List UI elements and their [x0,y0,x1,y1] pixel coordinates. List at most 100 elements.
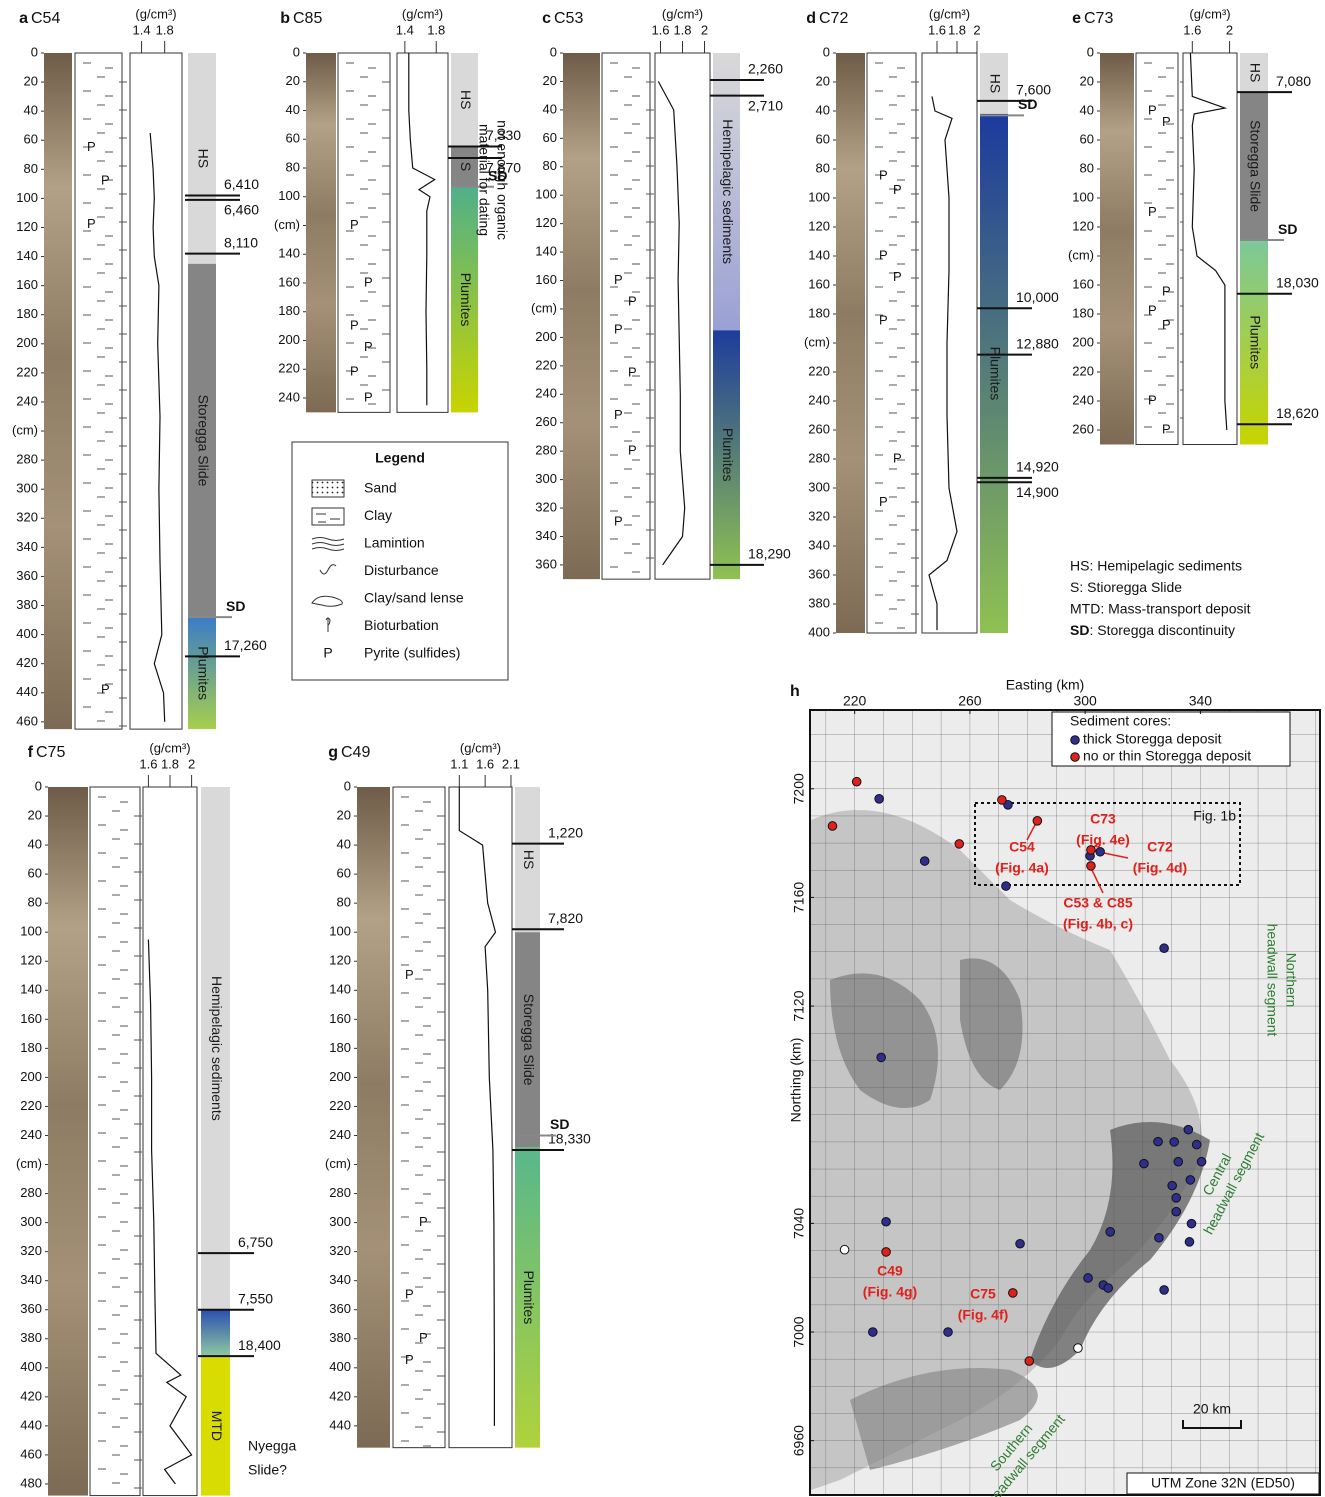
pyrite-mark: P [893,450,902,465]
depth-tick-label: 100 [16,190,38,205]
depth-tick-label: 320 [16,510,38,525]
abbr-key: S [1070,579,1079,595]
age-label: 18,030 [1276,274,1319,290]
density-tick-label: 2 [701,22,708,37]
depth-tick-label: 0 [344,778,351,793]
density-tick-label: 2 [188,756,195,771]
site-annotation: C73 [1090,811,1116,827]
depth-tick-label: 160 [535,272,557,287]
depth-tick-label: 40 [543,101,557,116]
core-name: C53 [554,10,583,27]
core-site [869,1328,878,1337]
site-annotation: (Fig. 4a) [995,860,1049,876]
core-photo [1100,53,1134,445]
age-label: 17,260 [224,637,267,653]
pyrite-mark: P [614,514,623,529]
core-site [1184,1125,1193,1134]
depth-tick-label: 60 [24,132,38,147]
pyrite-mark: P [405,1352,414,1367]
pyrite-mark: P [1148,102,1157,117]
density-tick-label: 2.1 [502,756,520,771]
pyrite-mark: P [101,172,110,187]
core-site [1087,862,1096,871]
depth-tick-label: 120 [1072,218,1094,233]
depth-tick-label: 160 [16,277,38,292]
density-tick-label: 1.8 [427,22,445,37]
x-tick-label: 220 [843,693,867,709]
density-unit: (g/cm³) [460,740,501,755]
depth-tick-label: 160 [329,1011,351,1026]
depth-tick-label: 340 [16,539,38,554]
site-annotation: C72 [1147,839,1173,855]
core-site [1033,817,1042,826]
depth-tick-label: 280 [20,1185,42,1200]
y-axis-title: Northing (km) [788,1038,804,1123]
depth-tick-label: 200 [278,332,300,347]
pyrite-mark: P [1162,114,1171,129]
density-box [1183,53,1237,445]
core-site [1160,944,1169,953]
depth-tick-label: 60 [286,131,300,146]
depth-tick-label: 0 [31,44,38,59]
age-label: 2,710 [748,97,783,113]
legend-marker [1071,736,1080,745]
x-tick-label: 300 [1073,693,1097,709]
pyrite-mark: P [419,1330,428,1345]
pyrite-mark: P [405,1287,414,1302]
depth-tick-label: 120 [535,215,557,230]
site-annotation: (Fig. 4f) [958,1307,1009,1323]
site-annotation: C54 [1009,839,1035,855]
depth-tick-label: 240 [16,393,38,408]
core-site [1154,1137,1163,1146]
density-unit: (g/cm³) [662,6,703,21]
depth-tick-label: 140 [16,248,38,263]
depth-tick-label: 220 [808,363,830,378]
unit-label: Storegga Slide [195,395,211,487]
depth-tick-label: 40 [286,102,300,117]
unit-label: Plumites [521,1271,537,1325]
age-label: 18,400 [238,1337,281,1353]
segment-label: Northern [1283,953,1299,1007]
density-tick-label: 1.8 [161,756,179,771]
unit-label: Plumites [195,646,211,700]
unit-label: Plumites [720,428,736,482]
depth-tick-label: 20 [286,73,300,88]
depth-tick-label: (cm) [16,1156,42,1171]
depth-tick-label: 0 [35,778,42,793]
depth-tick-label: 100 [535,187,557,202]
density-unit: (g/cm³) [135,6,176,21]
core-site [1104,1284,1113,1293]
legend-marker [1071,753,1080,762]
depth-tick-label: 20 [543,73,557,88]
lithology-log [602,53,650,579]
core-site [1172,1194,1181,1203]
legend-item: Clay/sand lense [364,590,464,606]
core-site [1174,1157,1183,1166]
depth-tick-label: 80 [286,159,300,174]
depth-tick-label: 240 [1072,392,1094,407]
age-label: 7,550 [238,1290,273,1306]
core-site [1140,1159,1149,1168]
core-note: Slide? [248,1462,287,1478]
pyrite-mark: P [628,443,637,458]
core-site [875,795,884,804]
depth-tick-label: 20 [28,807,42,822]
core-site [1002,882,1011,891]
unit-label: Plumites [458,273,474,327]
depth-tick-label: 180 [278,303,300,318]
legend-label: no or thin Storegga deposit [1083,748,1251,764]
depth-tick-label: 360 [329,1301,351,1316]
core-site [828,822,837,831]
site-annotation: C75 [970,1286,996,1302]
depth-tick-label: 20 [1080,73,1094,88]
depth-tick-label: 40 [816,102,830,117]
depth-tick-label: 100 [1072,189,1094,204]
depth-tick-label: 40 [337,837,351,852]
pyrite-mark: P [1148,303,1157,318]
abbr-text: : Storegga discontinuity [1089,622,1235,638]
core-name: C73 [1084,10,1113,27]
depth-tick-label: 260 [535,414,557,429]
core-site [955,840,964,849]
pyrite-mark: P [350,318,359,333]
pyrite-mark: P [87,139,96,154]
